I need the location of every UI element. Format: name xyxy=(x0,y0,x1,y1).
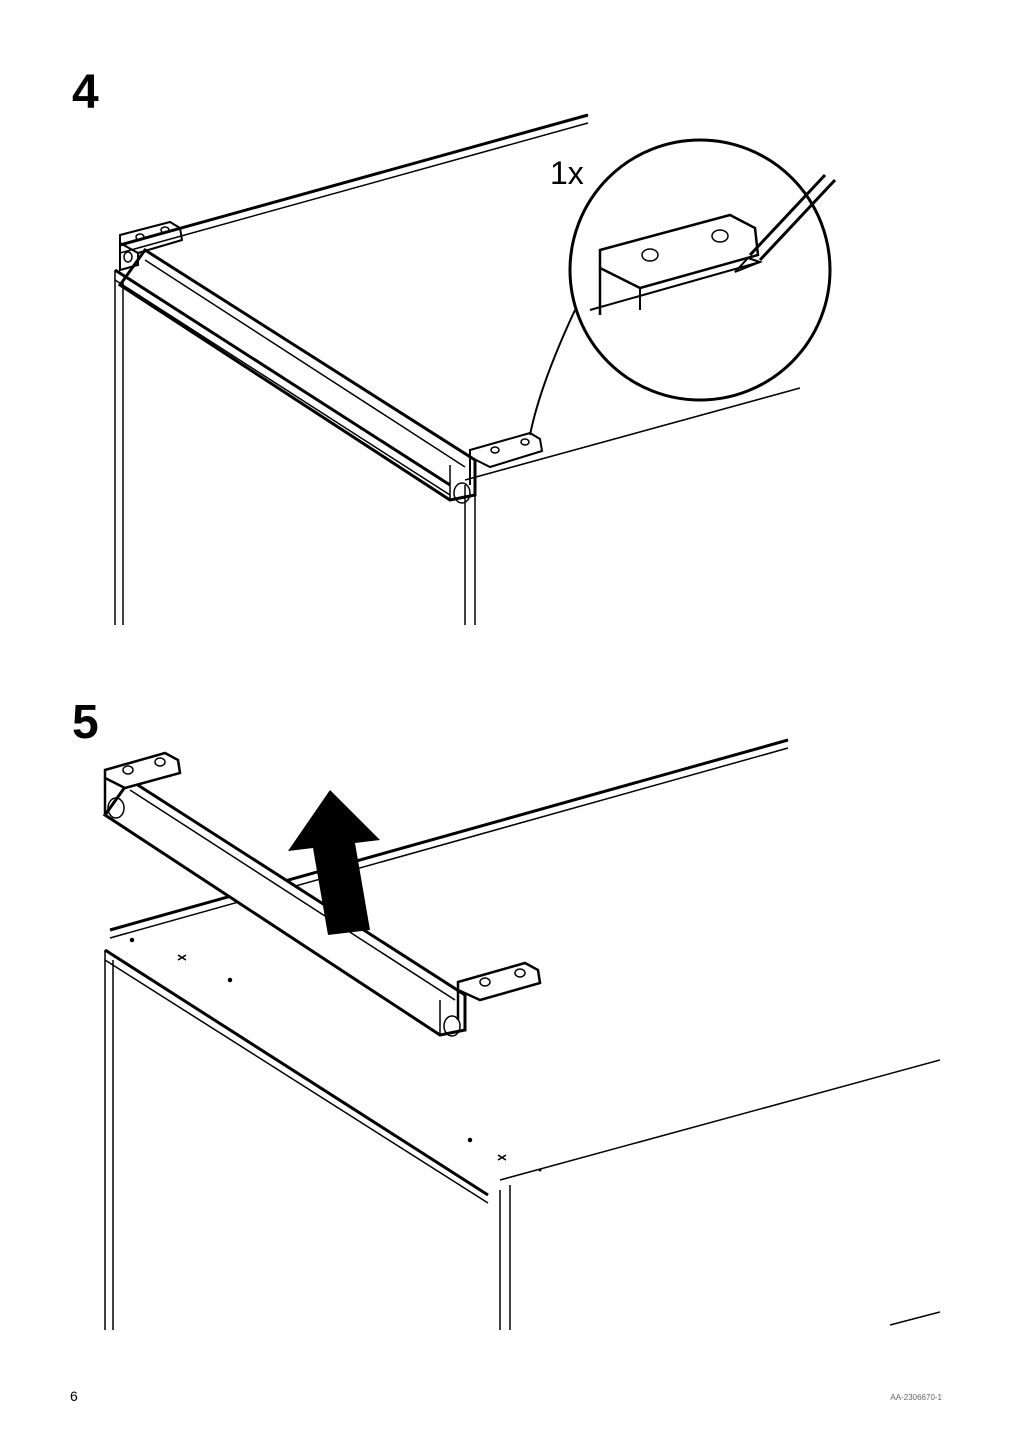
doc-id: AA-2306670-1 xyxy=(890,1393,942,1402)
step-4-diagram xyxy=(70,105,940,635)
page-number: 6 xyxy=(70,1388,78,1404)
step-5-diagram xyxy=(70,710,940,1350)
